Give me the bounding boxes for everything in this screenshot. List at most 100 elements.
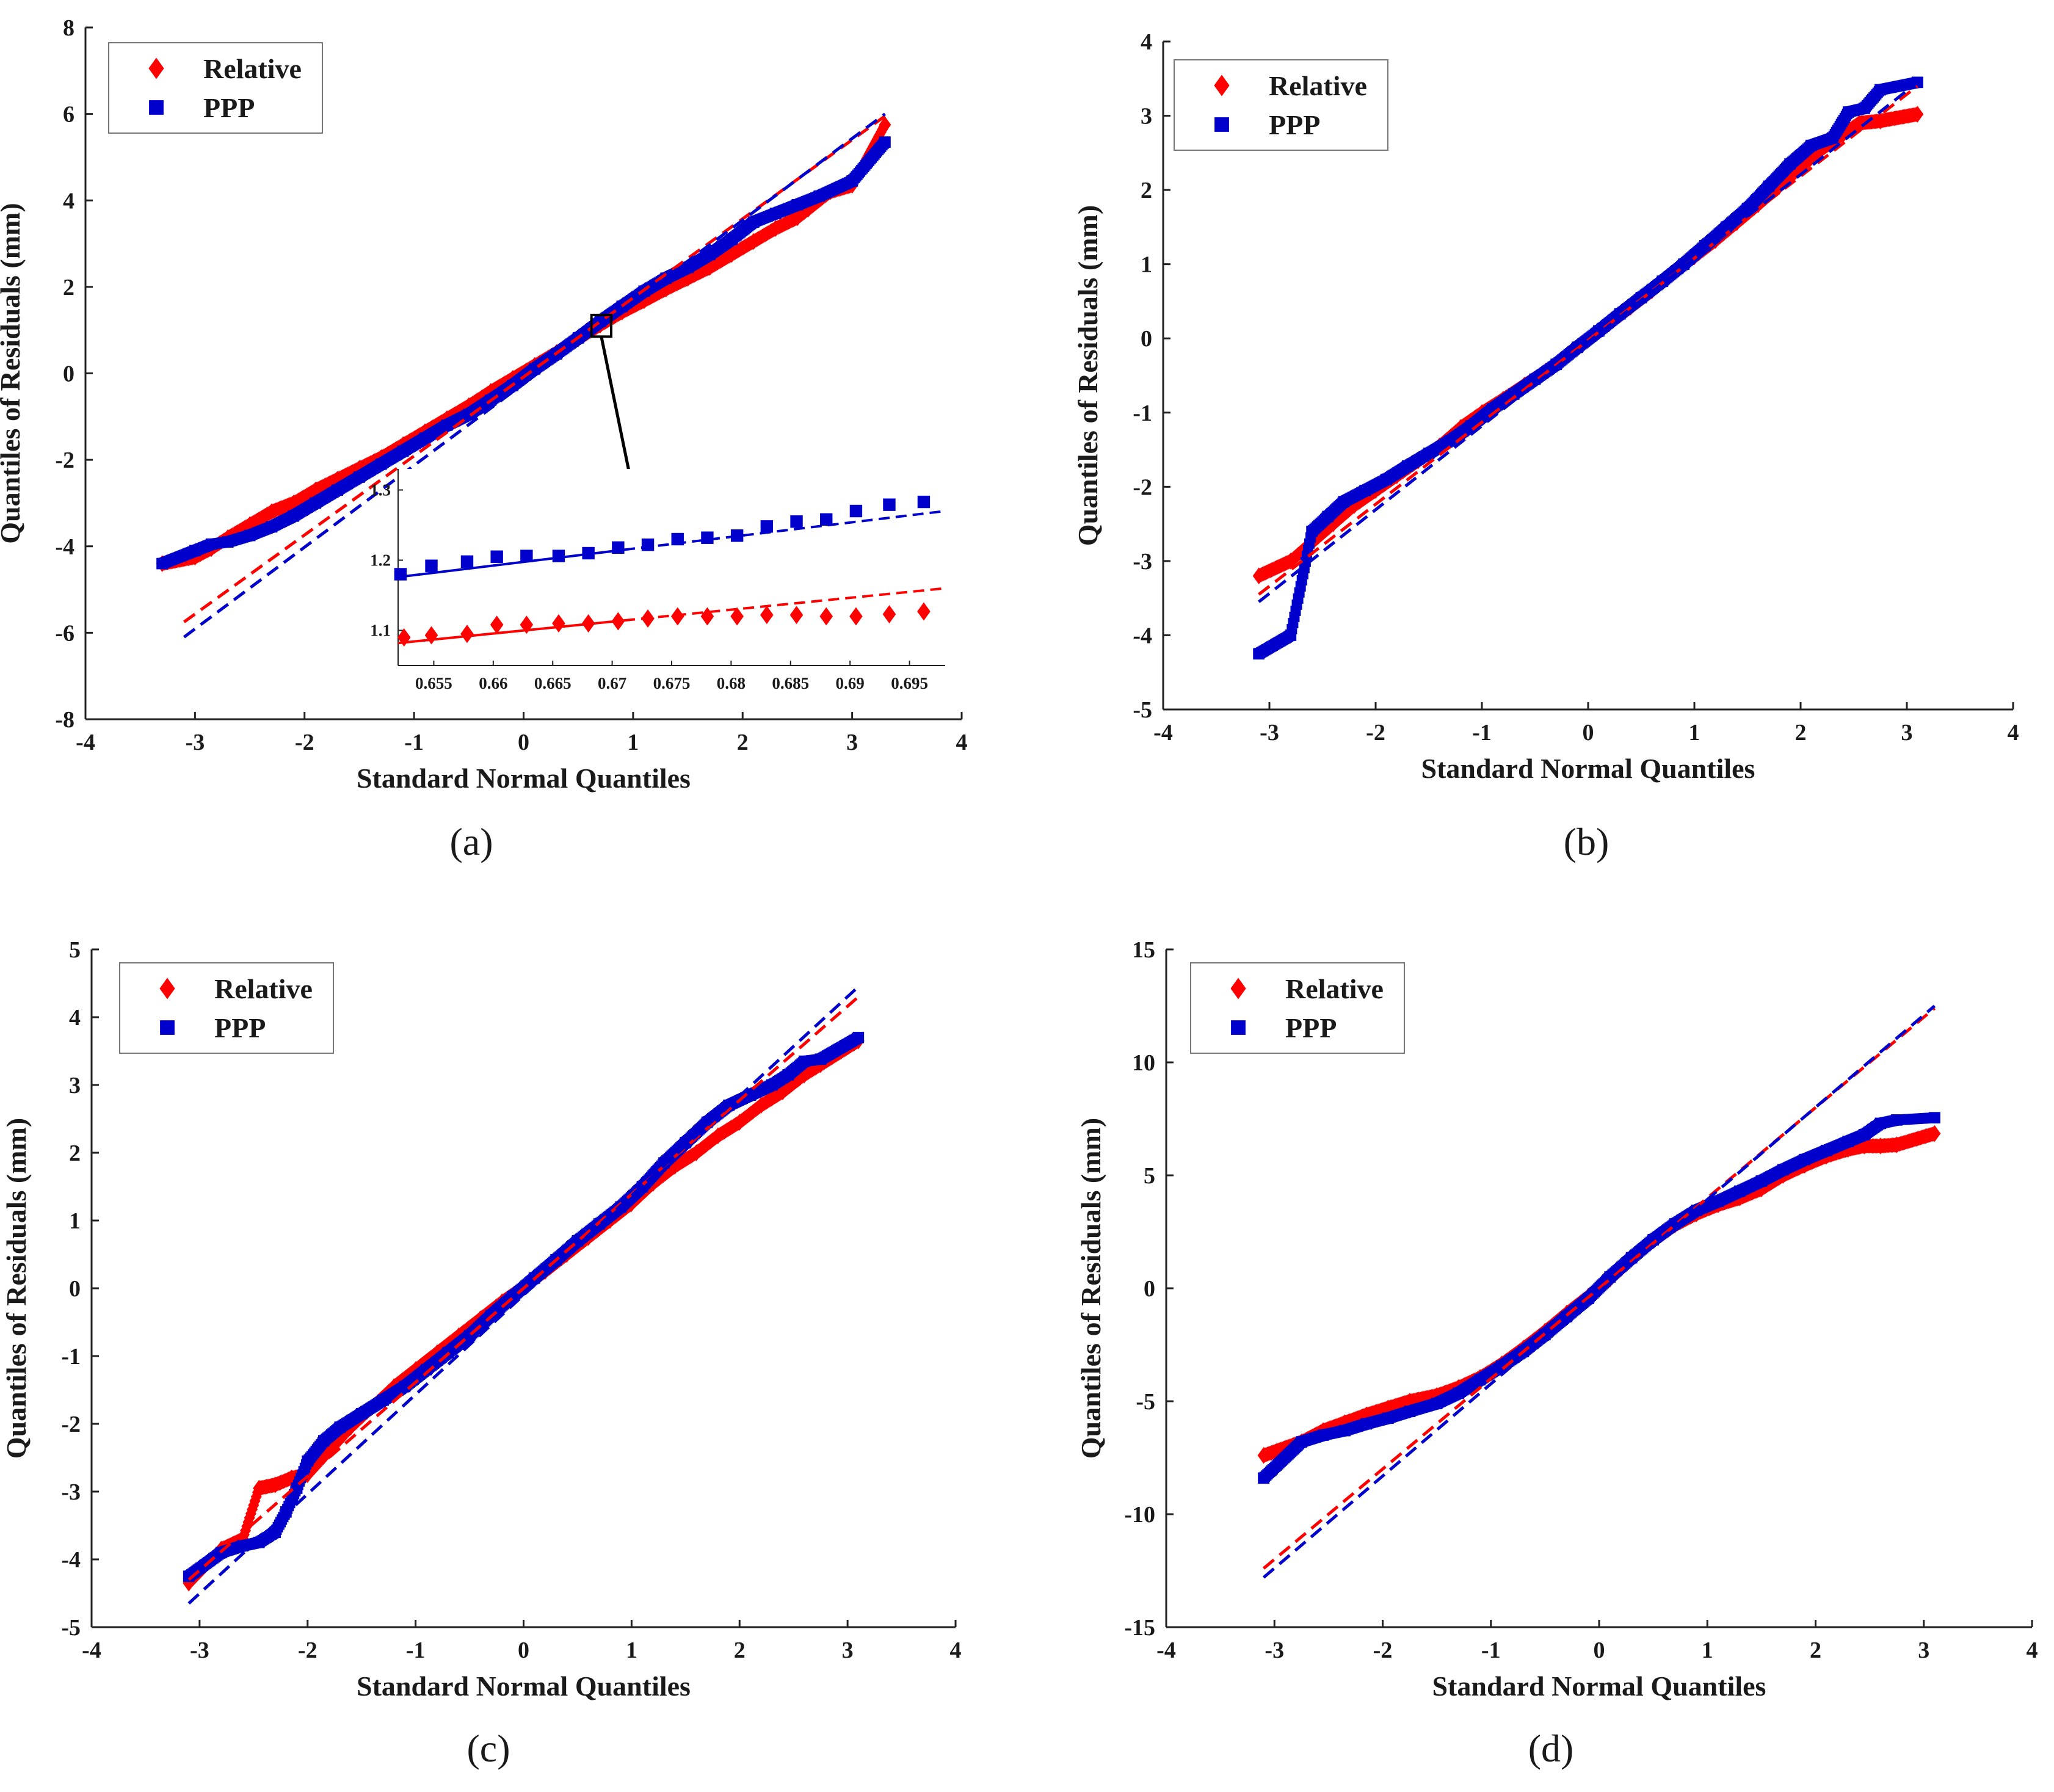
chart-panel-a: -4 -3 -2 -1 0 1 2 3 4 -8 -6 -4 -2 0 2 4 6 8 Standard Norma…: [0, 15, 968, 863]
legend-label-ppp: PPP: [1285, 1012, 1337, 1043]
zoom-arrow: [600, 336, 635, 492]
x-tick-label: -3: [186, 730, 205, 755]
inset-y-tick-label: 1.1: [370, 622, 391, 640]
y-tick-label: -3: [61, 1479, 81, 1505]
inset-x-tick-label: 0.675: [653, 674, 691, 692]
y-tick-label: 3: [1141, 104, 1152, 129]
inset-data-point: [917, 602, 931, 621]
data-point: [879, 116, 891, 134]
inset-data-point: [490, 615, 504, 634]
inset-data-point: [730, 607, 744, 626]
inset-x-tick-label: 0.665: [534, 674, 572, 692]
inset-data-point: [582, 546, 595, 560]
inset-data-point: [641, 539, 655, 551]
series-ppp: [1258, 1112, 1940, 1484]
y-axis-label: Quantiles of Residuals (mm): [1, 1118, 32, 1459]
x-tick-label: -3: [1260, 720, 1279, 745]
fit-line-ppp: [1262, 1004, 1936, 1579]
inset-data-point: [520, 550, 533, 562]
x-tick-label: 0: [1594, 1638, 1605, 1663]
legend-marker-relative: [148, 57, 164, 79]
y-axis-label: Quantiles of Residuals (mm): [1072, 205, 1103, 546]
x-axis-label: Standard Normal Quantiles: [1432, 1670, 1766, 1702]
inset-data-point: [612, 541, 625, 554]
inset-data-point: [760, 520, 774, 533]
legend: Relative PPP: [1190, 962, 1405, 1054]
x-tick-label: 3: [846, 730, 858, 755]
y-tick-label: 6: [63, 102, 74, 128]
x-tick-label: -4: [76, 730, 95, 755]
legend-box: [108, 42, 323, 134]
x-tick-label: 0: [1583, 720, 1594, 745]
inset-data-point: [849, 607, 863, 626]
inset-x-tick-label: 0.695: [891, 674, 928, 692]
fit-line-relative: [187, 995, 860, 1581]
x-tick-label: -4: [1156, 1638, 1176, 1663]
inset-data-point: [790, 515, 803, 528]
fit-line-ppp: [183, 112, 886, 639]
x-tick-label: 4: [950, 1638, 962, 1663]
inset-x-tick-label: 0.69: [836, 674, 865, 692]
y-tick-label: -5: [1136, 1389, 1155, 1415]
legend-box: [1174, 59, 1388, 151]
inset-data-point: [424, 626, 438, 645]
legend-marker-ppp: [1231, 1020, 1246, 1035]
y-tick-label: 2: [63, 275, 74, 300]
inset-x-tick-label: 0.68: [717, 674, 746, 692]
x-tick-label: -4: [1153, 720, 1173, 745]
x-tick-label: -2: [298, 1638, 318, 1663]
y-tick-label: -1: [1133, 401, 1152, 426]
y-tick-label: -1: [61, 1344, 81, 1369]
y-tick-label: -3: [1133, 549, 1152, 575]
y-tick-label: 2: [69, 1141, 81, 1166]
y-tick-label: 4: [69, 1005, 81, 1031]
x-tick-label: 3: [1901, 720, 1913, 745]
inset-x-tick-label: 0.685: [772, 674, 809, 692]
data-point: [1928, 1125, 1941, 1142]
inset-y-tick-label: 1.2: [370, 551, 391, 570]
y-tick-label: -6: [55, 620, 74, 646]
y-tick-label: -10: [1124, 1502, 1155, 1528]
x-tick-label: 0: [518, 730, 529, 755]
inset-data-point: [819, 607, 833, 626]
inset-series-ppp: [394, 495, 946, 581]
x-tick-label: -3: [190, 1638, 209, 1663]
inset-data-point: [730, 529, 744, 542]
x-tick-label: 2: [737, 730, 749, 755]
panel-label: (a): [449, 820, 493, 863]
x-tick-label: 1: [626, 1638, 637, 1663]
inset-data-point: [917, 495, 931, 509]
x-tick-label: 1: [1689, 720, 1700, 745]
inset-data-point: [671, 532, 684, 546]
legend: Relative PPP: [1174, 59, 1388, 151]
legend-label-relative: Relative: [1269, 70, 1367, 101]
y-tick-label: -2: [55, 448, 74, 473]
x-tick-label: 4: [2027, 1638, 2038, 1663]
y-tick-label: 3: [69, 1073, 81, 1098]
y-tick-label: 0: [63, 361, 74, 387]
x-tick-label: 2: [1810, 1638, 1821, 1663]
x-tick-label: -2: [295, 730, 314, 755]
legend-marker-ppp: [160, 1020, 175, 1035]
y-tick-label: -4: [1133, 623, 1152, 648]
legend-label-relative: Relative: [214, 973, 313, 1004]
legend-marker-ppp: [1214, 117, 1229, 132]
fit-line-ppp: [1258, 81, 1918, 603]
legend-label-ppp: PPP: [1269, 109, 1320, 140]
series-ppp: [1253, 76, 1923, 660]
x-tick-label: 1: [1702, 1638, 1713, 1663]
inset-data-point: [611, 612, 625, 631]
legend-label-ppp: PPP: [214, 1012, 266, 1043]
x-tick-label: 2: [734, 1638, 746, 1663]
x-tick-label: 3: [1918, 1638, 1929, 1663]
y-tick-label: 0: [69, 1276, 81, 1302]
legend-marker-ppp: [149, 100, 164, 115]
x-tick-label: -1: [1472, 720, 1492, 745]
y-tick-label: -2: [1133, 474, 1152, 500]
x-tick-label: 1: [627, 730, 639, 755]
legend: Relative PPP: [108, 42, 323, 134]
x-tick-label: -1: [406, 1638, 426, 1663]
x-axis-label: Standard Normal Quantiles: [1421, 753, 1755, 784]
inset-data-point: [460, 625, 474, 644]
